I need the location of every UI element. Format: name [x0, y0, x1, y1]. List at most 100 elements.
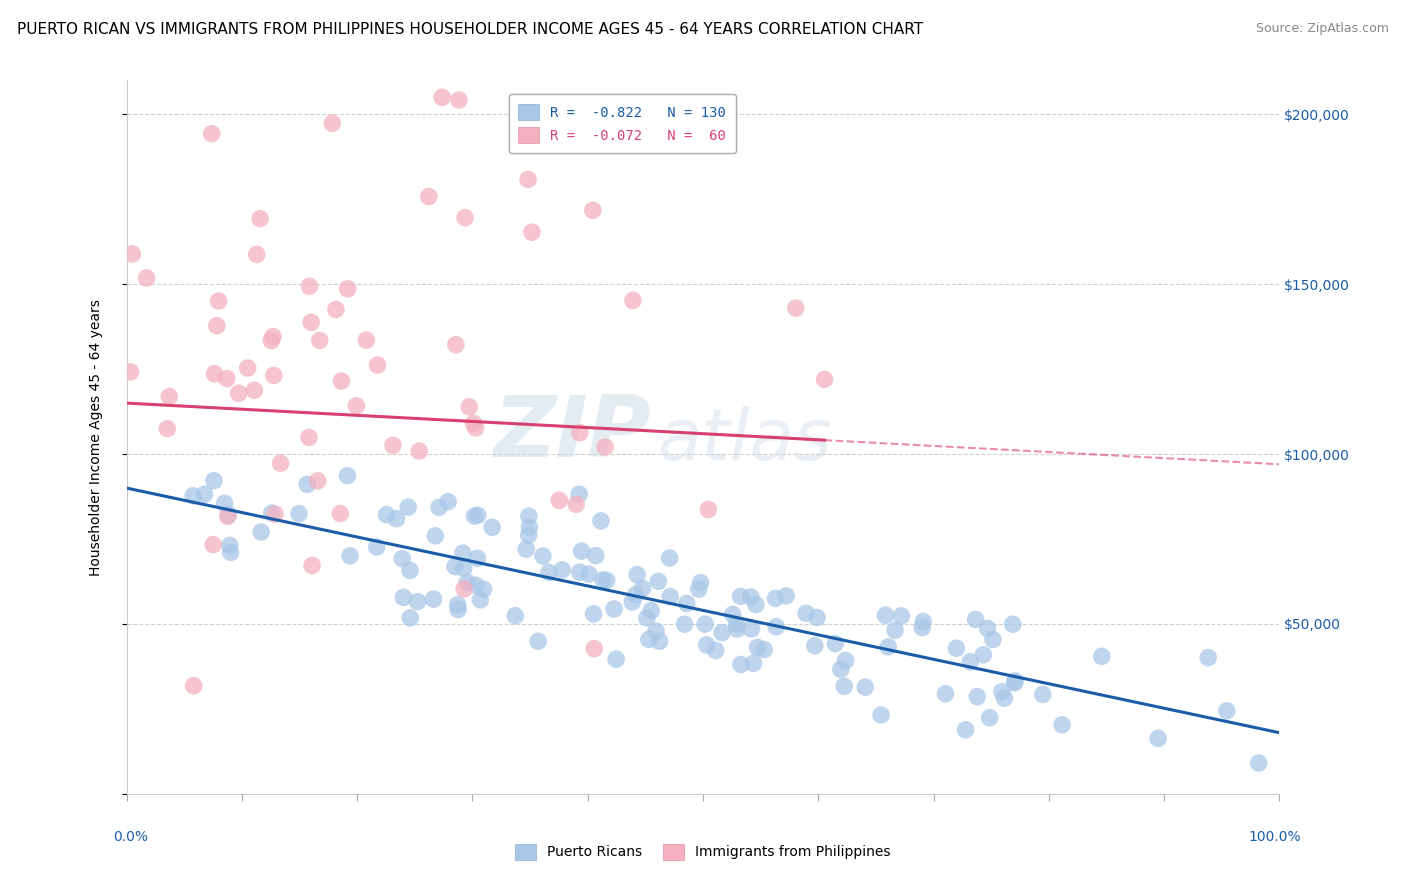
Text: 100.0%: 100.0% — [1249, 830, 1302, 844]
Point — [1216, 704, 1239, 718]
Point — [745, 598, 768, 612]
Point — [406, 594, 429, 608]
Point — [890, 608, 912, 623]
Point — [1197, 650, 1219, 665]
Point — [205, 318, 228, 333]
Point — [675, 597, 697, 611]
Point — [752, 642, 775, 657]
Point — [565, 497, 588, 511]
Point — [981, 632, 1004, 647]
Point — [912, 615, 935, 629]
Point — [329, 507, 352, 521]
Point — [621, 595, 644, 609]
Point — [181, 489, 204, 503]
Point — [934, 687, 956, 701]
Point — [583, 641, 606, 656]
Point — [568, 487, 591, 501]
Point — [765, 620, 787, 634]
Point — [589, 514, 612, 528]
Point — [965, 612, 987, 626]
Point — [870, 708, 893, 723]
Point — [689, 575, 711, 590]
Point — [640, 604, 662, 618]
Point — [578, 567, 600, 582]
Point — [551, 563, 574, 577]
Point — [520, 225, 543, 239]
Legend: Puerto Ricans, Immigrants from Philippines: Puerto Ricans, Immigrants from Philippin… — [510, 838, 896, 865]
Point — [454, 211, 477, 225]
Point — [463, 509, 485, 524]
Y-axis label: Householder Income Ages 45 - 64 years: Householder Income Ages 45 - 64 years — [89, 299, 103, 575]
Point — [830, 662, 852, 676]
Point — [824, 636, 846, 650]
Point — [481, 520, 503, 534]
Point — [711, 625, 734, 640]
Point — [236, 361, 259, 376]
Point — [467, 551, 489, 566]
Point — [288, 507, 311, 521]
Point — [959, 655, 981, 669]
Point — [453, 582, 475, 596]
Point — [991, 684, 1014, 698]
Point — [422, 592, 444, 607]
Text: Source: ZipAtlas.com: Source: ZipAtlas.com — [1256, 22, 1389, 36]
Point — [330, 374, 353, 388]
Point — [515, 542, 537, 557]
Point — [1247, 756, 1270, 770]
Point — [217, 509, 239, 524]
Point — [249, 211, 271, 226]
Point — [299, 315, 322, 329]
Point — [945, 641, 967, 656]
Point — [636, 611, 658, 625]
Point — [336, 468, 359, 483]
Point — [725, 617, 748, 632]
Point — [295, 477, 318, 491]
Point — [631, 582, 654, 596]
Point — [447, 598, 470, 612]
Point — [582, 203, 605, 218]
Point — [418, 189, 440, 203]
Point — [853, 680, 876, 694]
Point — [260, 334, 283, 348]
Point — [645, 624, 668, 638]
Point — [344, 399, 367, 413]
Point — [592, 573, 614, 587]
Point — [911, 621, 934, 635]
Point — [519, 520, 541, 534]
Legend: R =  -0.822   N = 130, R =  -0.072   N =  60: R = -0.822 N = 130, R = -0.072 N = 60 — [509, 95, 735, 153]
Point — [444, 559, 467, 574]
Point — [582, 607, 605, 621]
Point — [730, 590, 752, 604]
Point — [458, 400, 481, 414]
Point — [596, 574, 619, 588]
Point — [399, 564, 422, 578]
Point — [571, 544, 593, 558]
Point — [785, 301, 807, 315]
Point — [246, 247, 269, 261]
Point — [308, 334, 330, 348]
Point — [1147, 731, 1170, 746]
Point — [740, 590, 762, 604]
Point — [366, 540, 388, 554]
Point — [658, 551, 681, 566]
Point — [659, 590, 682, 604]
Point — [605, 652, 627, 666]
Point — [201, 127, 224, 141]
Point — [568, 565, 591, 579]
Point — [204, 367, 226, 381]
Point — [385, 512, 408, 526]
Point — [804, 639, 827, 653]
Point — [1004, 673, 1026, 688]
Point — [307, 474, 329, 488]
Point — [955, 723, 977, 737]
Text: 0.0%: 0.0% — [114, 830, 148, 844]
Point — [218, 538, 240, 552]
Point — [399, 611, 422, 625]
Point — [120, 365, 142, 379]
Point — [626, 567, 648, 582]
Point — [263, 368, 285, 383]
Point — [451, 546, 474, 560]
Point — [725, 622, 748, 636]
Point — [834, 653, 856, 667]
Point — [593, 440, 616, 454]
